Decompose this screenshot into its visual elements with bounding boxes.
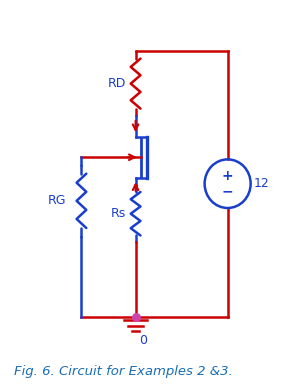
Text: 0: 0: [139, 333, 147, 347]
Text: RD: RD: [108, 77, 126, 90]
Text: RG: RG: [48, 194, 67, 207]
Text: 12: 12: [254, 177, 270, 190]
Text: Rs: Rs: [111, 207, 126, 220]
Text: +: +: [222, 169, 233, 183]
Text: −: −: [222, 185, 233, 199]
Text: Fig. 6. Circuit for Examples 2 &3.: Fig. 6. Circuit for Examples 2 &3.: [14, 365, 233, 378]
